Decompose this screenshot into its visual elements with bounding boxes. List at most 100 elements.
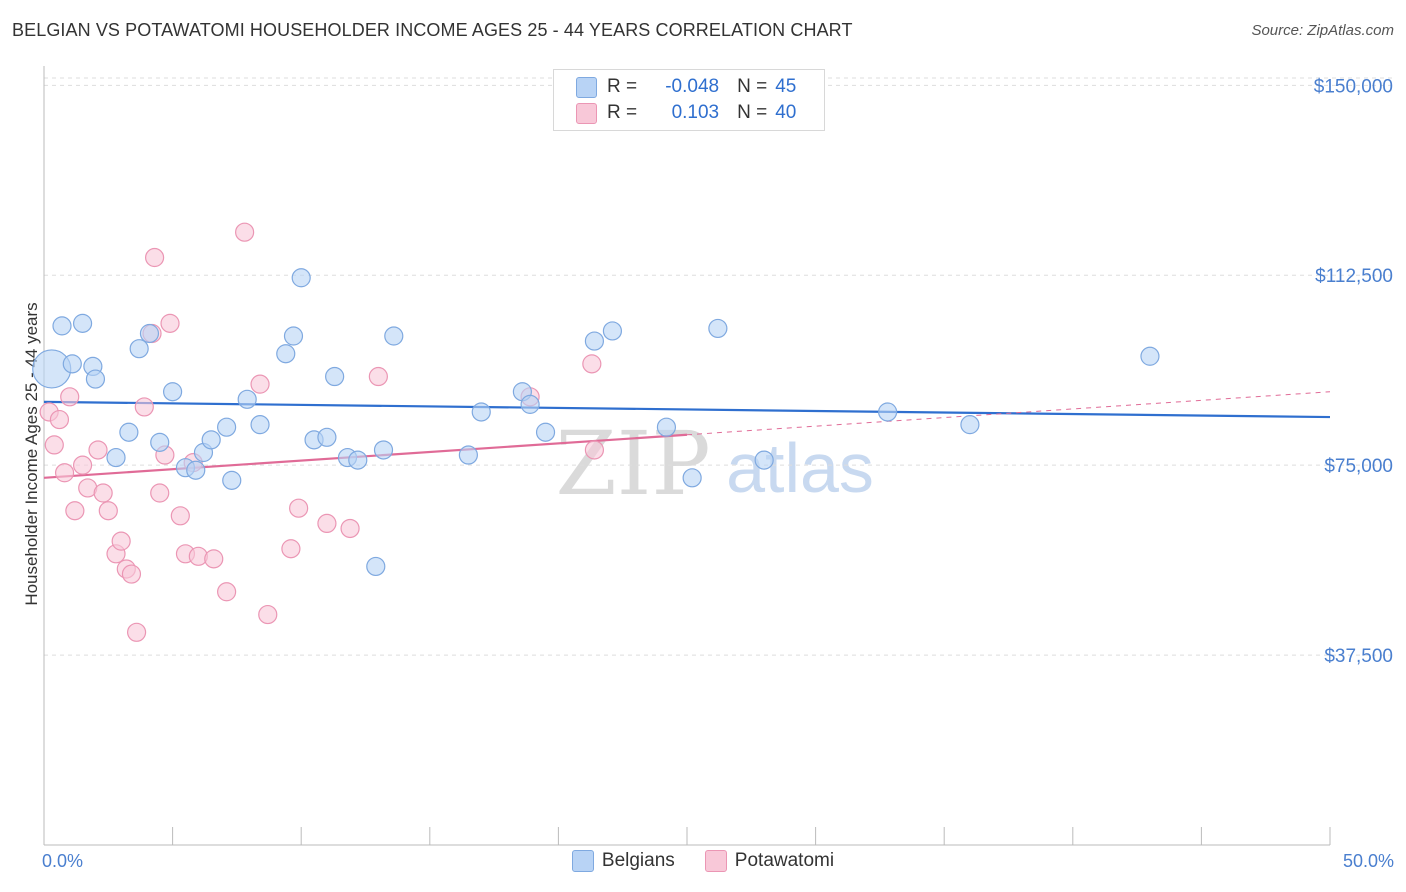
point-belgians [106,447,126,468]
point-belgians [201,430,221,450]
watermark-atlas: atlas [726,429,874,507]
point-belgians [85,369,106,389]
potawatomi-swatch [576,102,597,124]
point-potawatomi [65,501,85,521]
point-potawatomi [111,531,131,551]
point-belgians [276,344,296,364]
legend-item-potawatomi[interactable]: Potawatomi [704,850,835,872]
point-belgians [878,402,898,422]
n-label: N = [737,76,768,97]
point-belgians [62,354,82,374]
source-label: Source: ZipAtlas.com [1251,22,1394,39]
point-belgians [291,268,311,288]
point-potawatomi [281,539,301,559]
n-value-belgians: 45 [775,76,797,97]
watermark-zip: ZIP [555,412,710,515]
stats-row-belgians: R = -0.048 N = 45 [576,76,796,98]
point-potawatomi [93,483,113,503]
n-label: N = [737,102,768,123]
point-belgians [186,460,206,480]
point-belgians [119,422,139,442]
point-belgians [520,394,540,414]
legend-label-belgians: Belgians [601,850,675,871]
belgians-swatch [576,76,597,98]
point-belgians [754,450,774,470]
point-potawatomi [44,435,64,455]
point-potawatomi [584,440,605,460]
n-value-potawatomi: 40 [775,102,797,123]
point-belgians [250,415,270,435]
point-potawatomi [88,440,108,460]
point-potawatomi [98,501,118,521]
point-potawatomi [317,513,337,534]
legend-label-potawatomi: Potawatomi [734,850,835,871]
r-label: R = [607,102,638,123]
point-belgians [366,556,386,577]
point-potawatomi [121,564,142,584]
trend-line-belgians [43,400,1331,419]
point-belgians [1140,346,1160,366]
point-belgians [656,417,677,437]
point-belgians [72,313,93,333]
stats-row-potawatomi: R = 0.103 N = 40 [576,102,796,124]
point-belgians [283,326,304,346]
point-belgians [217,417,237,437]
point-belgians [535,422,556,442]
point-potawatomi [72,455,93,475]
point-belgians [150,432,170,452]
x-tick-min: 0.0% [42,851,84,871]
x-tick-max: 50.0% [1342,851,1394,871]
point-potawatomi [54,463,75,483]
point-belgians [222,470,242,490]
point-belgians [325,366,345,387]
point-belgians [682,468,702,488]
y-tick-label: $112,500 [1315,266,1393,287]
point-potawatomi [217,582,237,602]
point-potawatomi [204,549,224,569]
point-potawatomi [258,604,278,625]
bottom-legend: Belgians Potawatomi [0,850,1406,872]
point-potawatomi [368,366,388,387]
point-belgians [471,402,491,422]
point-potawatomi [160,313,180,333]
y-tick-label: $37,500 [1324,646,1393,667]
point-potawatomi [134,397,154,417]
y-tick-label: $150,000 [1314,76,1393,97]
point-potawatomi [582,354,602,374]
point-belgians [52,316,72,336]
point-potawatomi [126,622,147,642]
point-belgians [317,427,337,447]
point-potawatomi [49,409,70,430]
point-potawatomi [235,222,255,242]
point-belgians [163,382,183,402]
chart-title: BELGIAN VS POTAWATOMI HOUSEHOLDER INCOME… [12,20,853,40]
point-belgians [708,318,728,339]
r-label: R = [607,76,638,97]
point-belgians [237,389,257,409]
point-belgians [139,323,160,344]
potawatomi-swatch [704,850,727,872]
stats-legend: R = -0.048 N = 45 R = 0.103 N = 40 [553,69,825,131]
trend-line-potawatomi-projection [686,391,1331,436]
point-potawatomi [144,247,165,268]
y-tick-label: $75,000 [1324,456,1393,477]
r-value-belgians: -0.048 [665,76,720,97]
r-value-potawatomi: 0.103 [671,102,720,123]
point-potawatomi [60,387,80,407]
point-belgians [602,321,623,341]
point-potawatomi [289,498,309,518]
point-belgians [348,450,368,470]
point-belgians [458,445,478,465]
point-potawatomi [170,506,190,526]
point-potawatomi [340,518,360,539]
point-belgians [584,331,605,351]
point-belgians [129,339,149,359]
legend-item-belgians[interactable]: Belgians [571,850,675,872]
point-belgians [373,440,394,460]
point-potawatomi [250,374,270,394]
point-belgians [384,326,404,346]
point-belgians [960,415,980,435]
point-potawatomi [150,483,170,503]
belgians-swatch [571,850,594,872]
